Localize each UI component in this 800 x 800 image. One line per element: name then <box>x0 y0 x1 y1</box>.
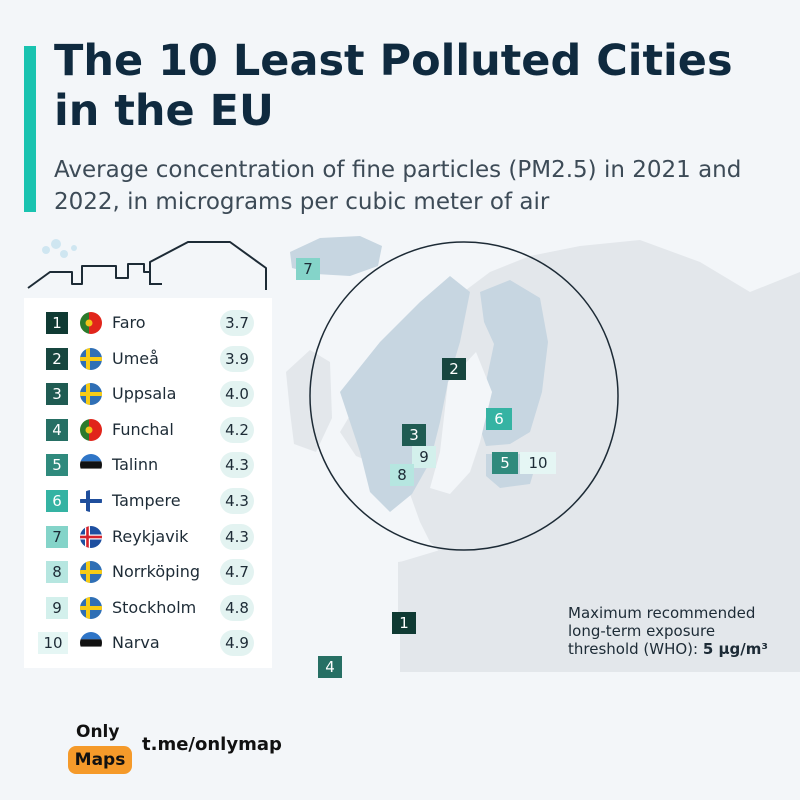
map-marker-talinn: 5 <box>492 452 518 474</box>
pm25-value: 4.3 <box>220 523 254 550</box>
pm25-value: 4.8 <box>220 594 254 621</box>
finland-flag-icon <box>80 490 102 512</box>
map-marker-umea: 2 <box>442 358 466 380</box>
map-marker-faro: 1 <box>392 612 416 634</box>
pm25-value: 4.7 <box>220 559 254 586</box>
ranking-row: 3 Uppsala 4.0 <box>24 379 272 409</box>
map-marker-reykjavik: 7 <box>296 258 320 280</box>
rank-badge: 9 <box>46 596 68 619</box>
page-subtitle: Average concentration of fine particles … <box>54 157 742 215</box>
europe-map <box>280 232 800 672</box>
threshold-value: 5 µg/m³ <box>702 640 768 658</box>
rank-badge: 7 <box>46 525 68 548</box>
skyline-illustration <box>27 239 267 290</box>
city-name: Stockholm <box>112 597 197 617</box>
sweden-land <box>340 276 470 512</box>
threshold-line-2: long-term exposure <box>568 622 716 640</box>
ranking-row: 6 Tampere 4.3 <box>24 486 272 516</box>
ranking-row: 2 Umeå 3.9 <box>24 344 272 374</box>
city-name: Narva <box>112 633 160 653</box>
british-isles-land <box>286 350 332 452</box>
pm25-value: 3.7 <box>220 310 254 336</box>
portugal-flag-icon <box>80 418 102 441</box>
city-name: Faro <box>112 313 146 332</box>
pm25-value: 4.2 <box>220 416 254 443</box>
city-name: Umeå <box>112 348 159 368</box>
channel-link[interactable]: t.me/onlymap <box>142 734 282 755</box>
pm25-value: 4.3 <box>220 488 254 514</box>
rank-badge: 4 <box>46 418 68 441</box>
ranking-row: 5 Talinn 4.3 <box>24 450 272 480</box>
map-marker-uppsala: 3 <box>402 424 426 446</box>
pm25-value: 4.9 <box>220 630 254 657</box>
finland-land <box>478 280 548 446</box>
page-title: The 10 Least Polluted Cities in the EU <box>54 36 733 136</box>
city-name: Uppsala <box>112 384 177 404</box>
map-marker-norrkoping: 8 <box>390 464 414 486</box>
map-marker-stockholm: 9 <box>412 446 436 468</box>
rank-badge: 8 <box>46 561 68 584</box>
estonia-flag-icon <box>80 454 102 477</box>
city-name: Funchal <box>112 419 174 439</box>
pm25-value: 4.3 <box>220 452 254 479</box>
rank-badge: 3 <box>46 383 68 406</box>
estonia-flag-icon <box>80 632 102 655</box>
title-accent-bar <box>24 46 36 212</box>
rank-badge: 6 <box>46 490 68 512</box>
ranking-row: 1 Faro 3.7 <box>24 308 272 338</box>
baltic-sea <box>430 352 492 494</box>
western-europe-land <box>400 512 800 672</box>
logo-maps-badge: Maps <box>68 746 132 774</box>
ranking-row: 8 Norrköping 4.7 <box>24 557 272 587</box>
threshold-label: threshold (WHO): <box>568 640 703 658</box>
portugal-flag-icon <box>80 312 102 334</box>
sweden-flag-icon <box>80 596 102 619</box>
sweden-flag-icon <box>80 383 102 406</box>
map-marker-funchal: 4 <box>318 656 342 678</box>
city-name: Talinn <box>112 455 159 475</box>
sweden-flag-icon <box>80 561 102 584</box>
threshold-line-3: threshold (WHO): 5 µg/m³ <box>568 640 788 658</box>
rank-badge: 2 <box>46 347 68 370</box>
iceland-flag-icon <box>80 525 102 548</box>
ranking-row: 7 Reykjavik 4.3 <box>24 522 272 552</box>
city-name: Reykjavik <box>112 526 189 546</box>
ranking-row: 4 Funchal 4.2 <box>24 415 272 445</box>
who-threshold-note: Maximum recommended long-term exposure t… <box>568 604 788 658</box>
threshold-line-1: Maximum recommended <box>568 604 756 622</box>
city-name: Tampere <box>112 491 181 510</box>
ranking-row: 9 Stockholm 4.8 <box>24 593 272 623</box>
logo-only-text: Only <box>76 722 120 742</box>
city-name: Norrköping <box>112 562 201 582</box>
pm25-value: 4.0 <box>220 381 254 408</box>
sweden-flag-icon <box>80 347 102 370</box>
rank-badge: 1 <box>46 312 68 334</box>
map-marker-narva: 10 <box>520 452 556 474</box>
pm25-value: 3.9 <box>220 345 254 372</box>
map-marker-tampere: 6 <box>486 408 512 430</box>
ranking-panel: 1 Faro 3.7 2 Umeå 3.9 3 Uppsala 4.0 4 Funchal 4.2 5 T… <box>24 298 272 668</box>
rank-badge: 5 <box>46 454 68 477</box>
rank-badge: 10 <box>38 632 68 655</box>
ranking-row: 10 Narva 4.9 <box>24 628 272 658</box>
